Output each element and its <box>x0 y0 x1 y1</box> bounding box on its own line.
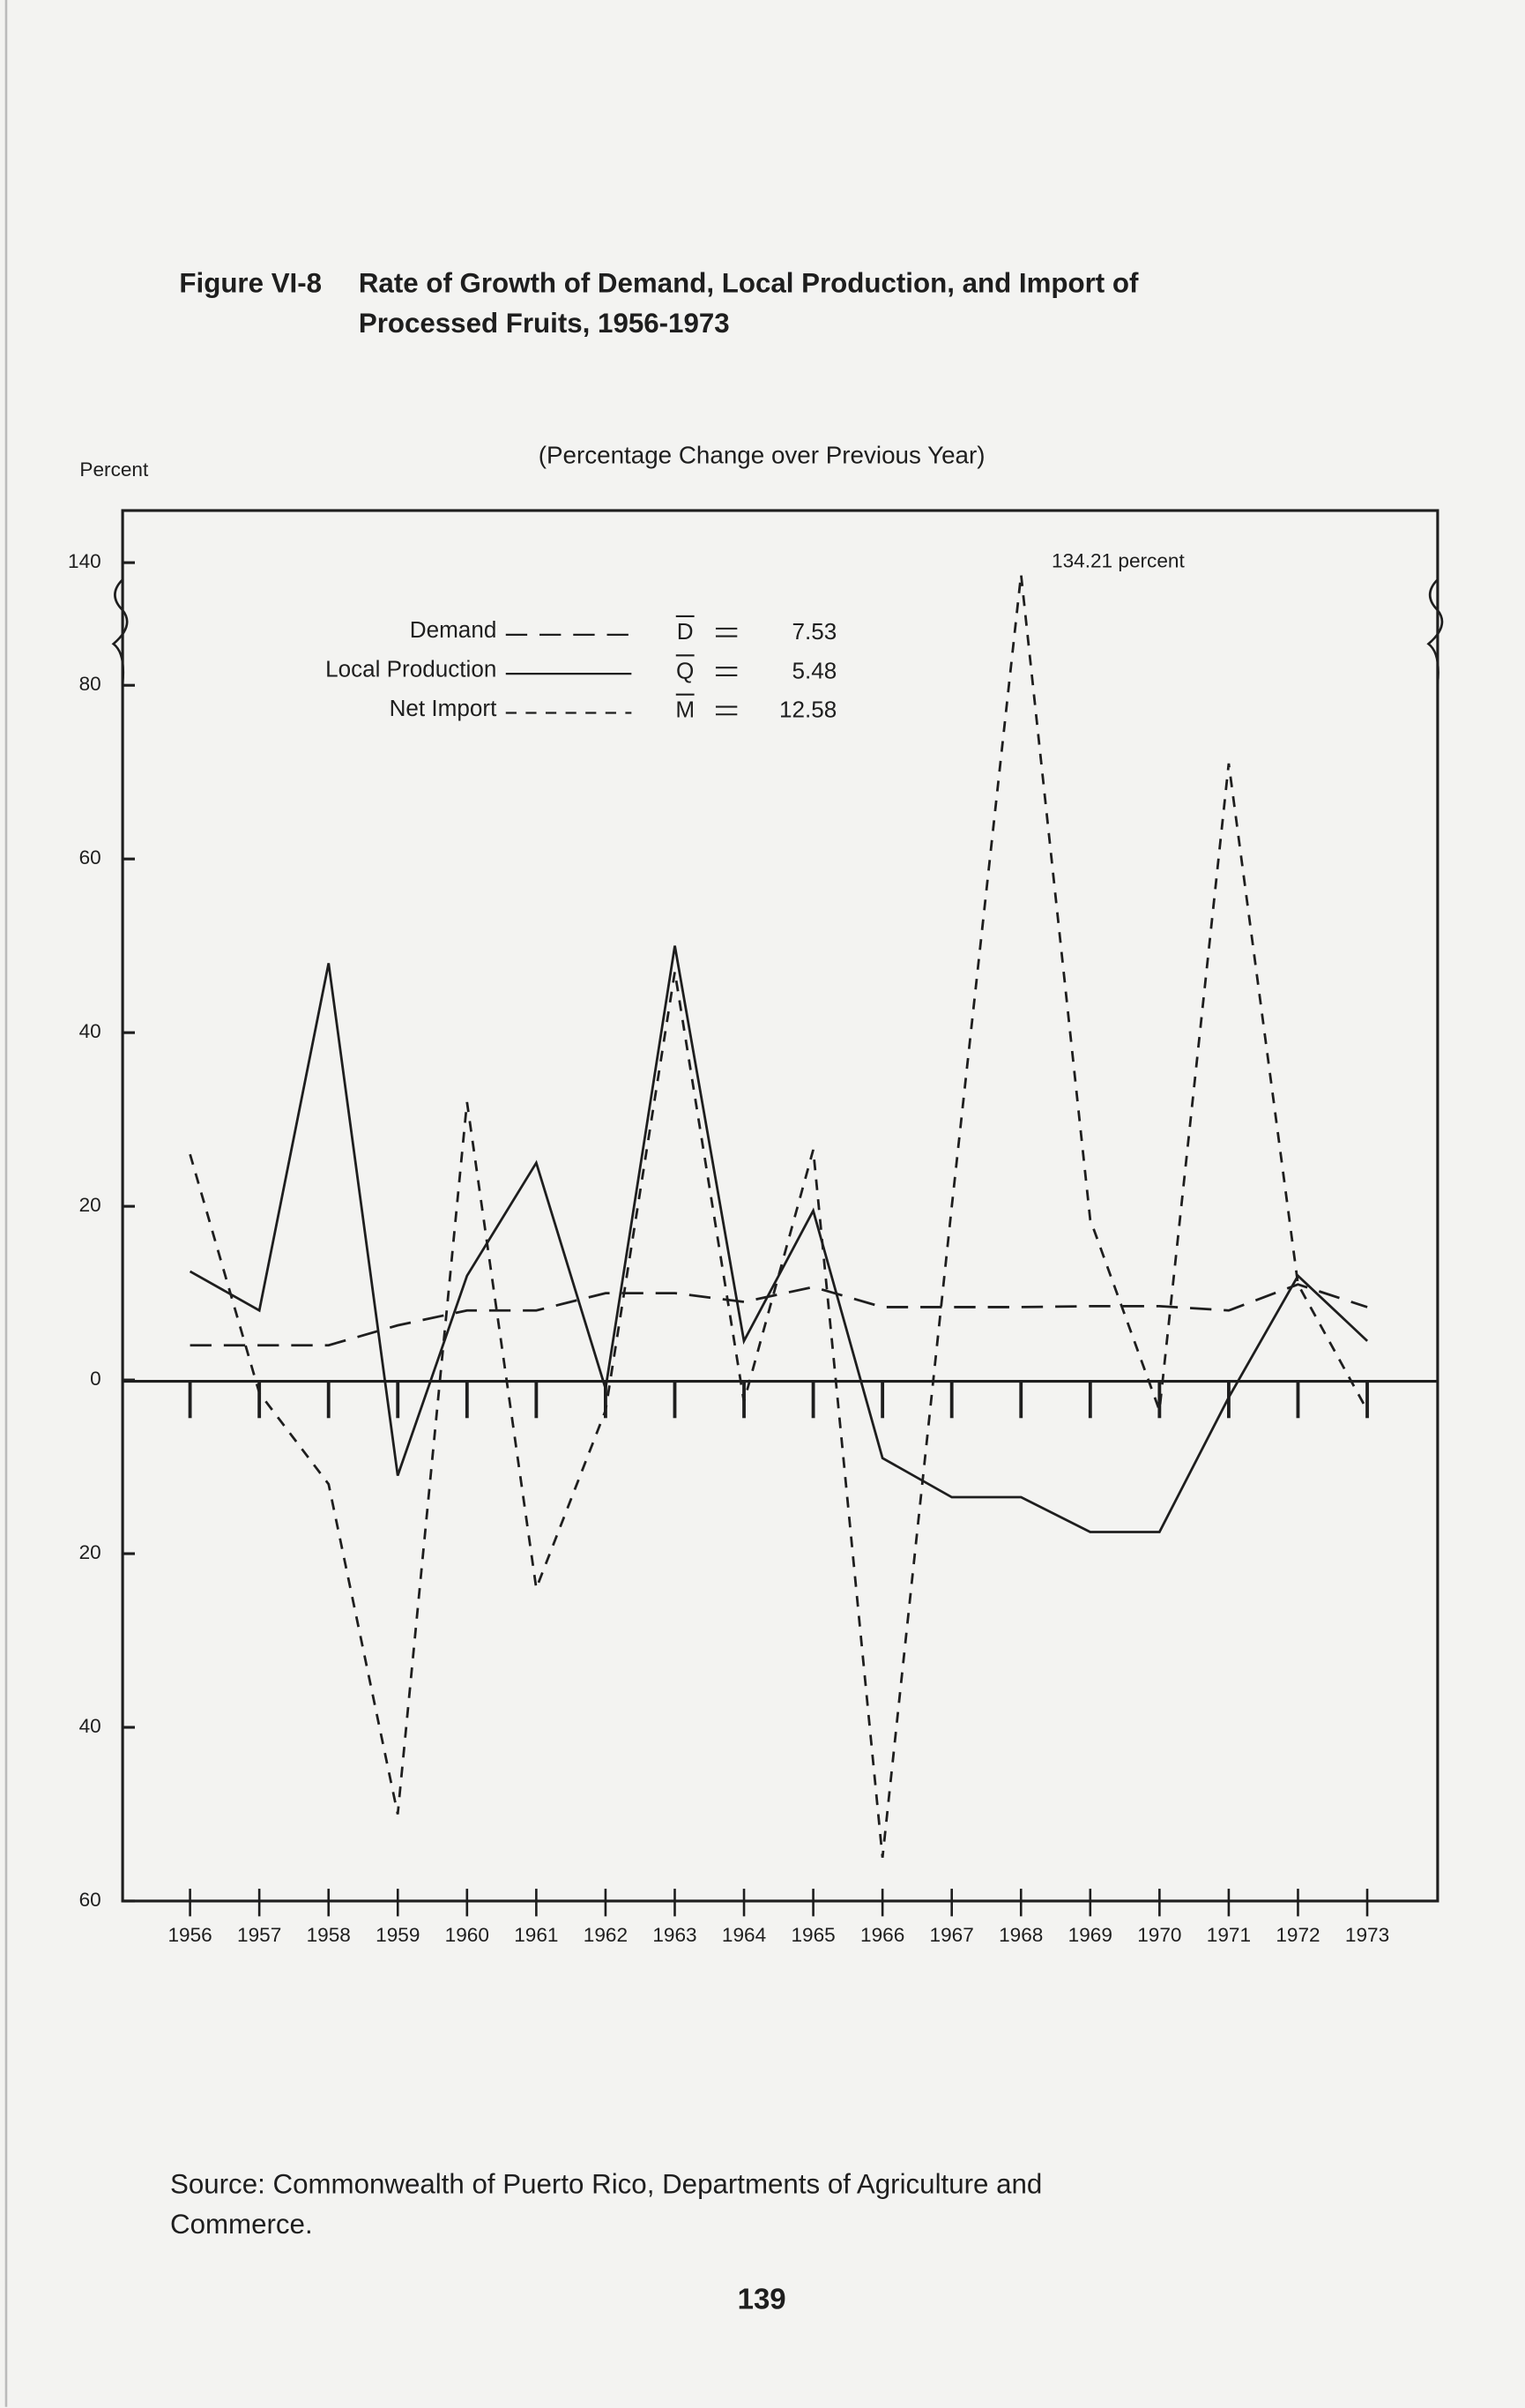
x-tick-label: 1961 <box>514 1924 558 1946</box>
x-tick-label: 1971 <box>1207 1924 1251 1946</box>
chart-title: Rate of Growth of Demand, Local Producti… <box>359 268 1139 299</box>
x-tick-label: 1969 <box>1068 1924 1112 1946</box>
chart-subtitle: (Percentage Change over Previous Year) <box>539 441 986 468</box>
y-tick-label: 60 <box>79 846 101 869</box>
x-tick-label: 1957 <box>237 1924 281 1946</box>
legend-label: Demand <box>410 616 497 643</box>
x-tick-label: 1962 <box>584 1924 628 1946</box>
y-tick-label: 0 <box>90 1368 101 1390</box>
x-tick-label: 1966 <box>860 1924 904 1946</box>
x-tick-label: 1960 <box>445 1924 489 1946</box>
y-tick-label: 20 <box>79 1541 101 1563</box>
x-tick-label: 1968 <box>999 1924 1043 1946</box>
x-tick-label: 1956 <box>167 1924 212 1946</box>
source-note: Commerce. <box>170 2209 313 2240</box>
legend-label: Net Import <box>390 695 497 721</box>
legend-symbol: M <box>675 697 695 723</box>
chart-title: Processed Fruits, 1956-1973 <box>359 308 730 339</box>
y-tick-label: 20 <box>79 1194 101 1216</box>
x-tick-label: 1958 <box>307 1924 351 1946</box>
x-tick-label: 1959 <box>376 1924 420 1946</box>
x-tick-label: 1967 <box>930 1924 974 1946</box>
page-number: 139 <box>738 2283 786 2315</box>
series-line <box>189 574 1369 1858</box>
x-tick-label: 1965 <box>791 1924 835 1946</box>
y-tick-label: 80 <box>79 673 101 695</box>
legend-symbol: Q <box>676 657 694 683</box>
legend-mean: 5.48 <box>792 657 837 683</box>
legend-mean: 12.58 <box>779 697 837 723</box>
axis-break <box>111 578 129 684</box>
x-tick-label: 1970 <box>1137 1924 1181 1946</box>
x-tick-label: 1973 <box>1345 1924 1389 1946</box>
y-tick-label: 40 <box>79 1715 101 1737</box>
series-line <box>190 1283 1368 1347</box>
source-note: Source: Commonwealth of Puerto Rico, Dep… <box>170 2169 1042 2200</box>
series-line <box>189 945 1369 1533</box>
axis-break <box>1426 578 1444 684</box>
y-tick-label: 40 <box>79 1020 101 1042</box>
legend-symbol: D <box>677 618 694 645</box>
legend-label: Local Production <box>325 656 496 682</box>
x-tick-label: 1963 <box>652 1924 696 1946</box>
x-tick-label: 1964 <box>722 1924 766 1946</box>
figure-label: Figure VI-8 <box>179 268 322 299</box>
y-axis-label: Percent <box>79 458 149 481</box>
x-tick-label: 1972 <box>1276 1924 1320 1946</box>
data-label: 134.21 percent <box>1052 550 1185 572</box>
legend-mean: 7.53 <box>792 618 837 645</box>
y-tick-label: 60 <box>79 1889 101 1911</box>
y-tick-label: 140 <box>68 550 101 572</box>
